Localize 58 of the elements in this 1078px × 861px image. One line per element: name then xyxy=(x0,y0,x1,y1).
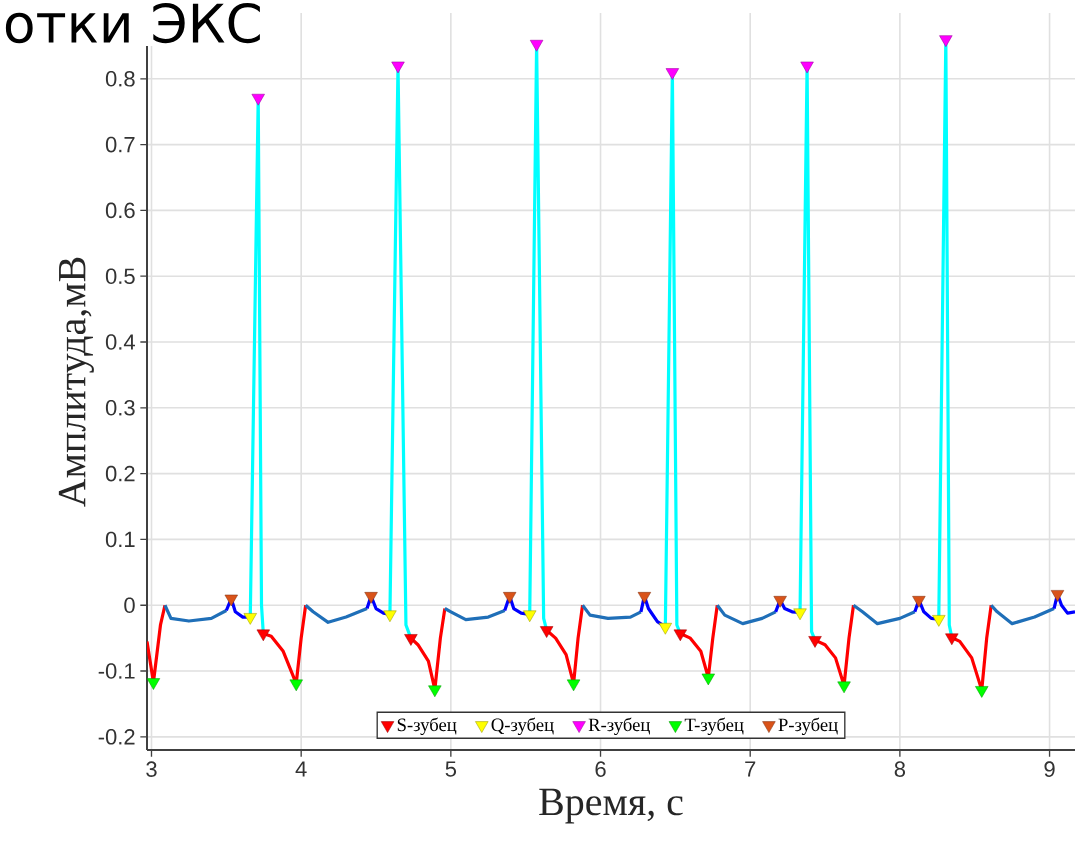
point xyxy=(566,679,581,692)
point xyxy=(224,594,238,607)
point xyxy=(256,629,270,642)
x-axis-title: Время, с xyxy=(539,788,683,824)
point xyxy=(391,61,405,74)
x-tick-label: 6 xyxy=(595,761,606,777)
point xyxy=(808,636,822,648)
y-tick-label: 0.3 xyxy=(105,400,135,416)
y-tick-label: 0.6 xyxy=(105,202,135,219)
point xyxy=(658,623,672,635)
x-tick-label: 9 xyxy=(1044,761,1055,777)
point xyxy=(939,35,953,47)
x-tick-label: 5 xyxy=(445,761,457,777)
point xyxy=(773,596,787,608)
x-tick-label: 8 xyxy=(894,761,906,777)
legend-label: P-зубец xyxy=(778,717,838,735)
legend-label: Q-зубец xyxy=(491,717,554,735)
point xyxy=(701,673,715,686)
point xyxy=(251,93,265,106)
point xyxy=(529,39,544,52)
point xyxy=(1050,590,1065,602)
point xyxy=(912,596,926,608)
point xyxy=(800,61,814,74)
legend-label: S-зубец xyxy=(397,717,457,735)
point xyxy=(837,681,851,694)
point xyxy=(383,610,397,623)
point xyxy=(503,592,517,604)
x-tick-label: 3 xyxy=(146,761,157,777)
point xyxy=(673,629,687,642)
point xyxy=(428,685,442,698)
y-tick-label: 0.8 xyxy=(105,71,135,87)
point xyxy=(945,633,959,646)
point xyxy=(523,610,537,623)
y-tick-label: 0.7 xyxy=(105,136,135,153)
y-tick-label: 0 xyxy=(124,597,135,614)
x-tick-label: 7 xyxy=(745,761,756,777)
y-tick-label: 0.5 xyxy=(105,268,135,284)
point xyxy=(364,592,378,604)
point xyxy=(540,626,554,638)
point xyxy=(665,68,679,80)
point xyxy=(637,592,651,604)
y-axis-title: Амплитуда,мВ xyxy=(58,257,94,507)
point xyxy=(243,613,257,625)
y-tick-label: 0.4 xyxy=(105,334,135,350)
y-tick-label: 0.1 xyxy=(105,531,135,548)
y-tick-label: -0.2 xyxy=(98,729,135,745)
x-tick-label: 4 xyxy=(295,761,307,777)
point xyxy=(404,634,418,646)
y-tick-label: 0.2 xyxy=(105,465,135,482)
legend-label: T-зубец xyxy=(684,717,744,735)
point xyxy=(146,678,161,690)
legend-label: R-зубец xyxy=(588,717,650,735)
point xyxy=(975,686,989,698)
y-tick-label: -0.1 xyxy=(98,663,135,679)
point xyxy=(793,608,807,621)
chart-title: отки ЭКС xyxy=(5,2,260,44)
point xyxy=(289,679,303,692)
point xyxy=(932,615,946,627)
